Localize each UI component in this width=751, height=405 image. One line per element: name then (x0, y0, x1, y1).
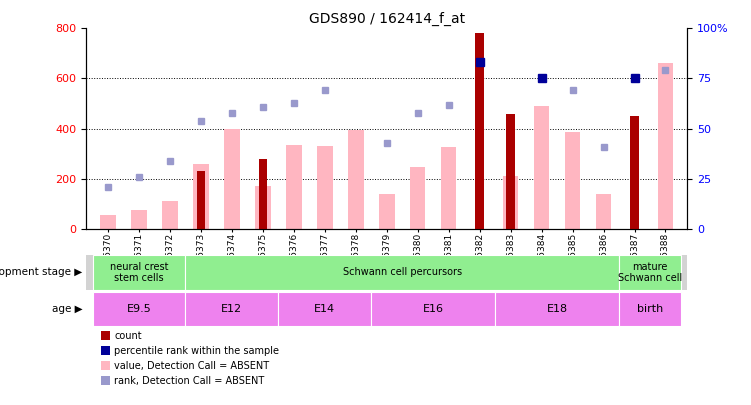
Text: value, Detection Call = ABSENT: value, Detection Call = ABSENT (114, 361, 270, 371)
Bar (197, 171, 205, 229)
Text: E14: E14 (314, 304, 336, 314)
Bar (495, 292, 619, 326)
Text: neural crest
stem cells: neural crest stem cells (110, 262, 168, 283)
Bar (225, 129, 240, 229)
Bar (506, 113, 515, 229)
Text: E12: E12 (222, 304, 243, 314)
Bar (371, 292, 495, 326)
Bar (619, 292, 681, 326)
Text: Schwann cell percursors: Schwann cell percursors (342, 267, 462, 277)
Bar (658, 64, 673, 229)
Bar (131, 210, 146, 229)
Bar (441, 147, 457, 229)
Text: mature
Schwann cell: mature Schwann cell (618, 262, 682, 283)
Bar (279, 292, 371, 326)
Text: count: count (114, 331, 142, 341)
Bar (410, 167, 426, 229)
Bar (596, 194, 611, 229)
Bar (185, 255, 619, 290)
Text: E16: E16 (423, 304, 444, 314)
Bar (503, 176, 518, 229)
Bar (317, 146, 333, 229)
Bar (193, 164, 209, 229)
Bar (185, 292, 279, 326)
Bar (348, 130, 363, 229)
Bar (258, 159, 267, 229)
Text: development stage ▶: development stage ▶ (0, 267, 83, 277)
Text: age ▶: age ▶ (52, 304, 83, 314)
Bar (255, 186, 270, 229)
Bar (630, 116, 639, 229)
Text: birth: birth (637, 304, 663, 314)
Bar (534, 106, 549, 229)
Bar (162, 201, 178, 229)
Title: GDS890 / 162414_f_at: GDS890 / 162414_f_at (309, 12, 465, 26)
Text: rank, Detection Call = ABSENT: rank, Detection Call = ABSENT (114, 376, 264, 386)
Bar (619, 255, 681, 290)
Bar (379, 194, 394, 229)
Bar (565, 132, 581, 229)
Bar (286, 145, 302, 229)
Text: E9.5: E9.5 (127, 304, 152, 314)
Text: percentile rank within the sample: percentile rank within the sample (114, 346, 279, 356)
Bar (92, 292, 185, 326)
Bar (475, 33, 484, 229)
Text: E18: E18 (547, 304, 568, 314)
Bar (101, 215, 116, 229)
Bar (92, 255, 185, 290)
